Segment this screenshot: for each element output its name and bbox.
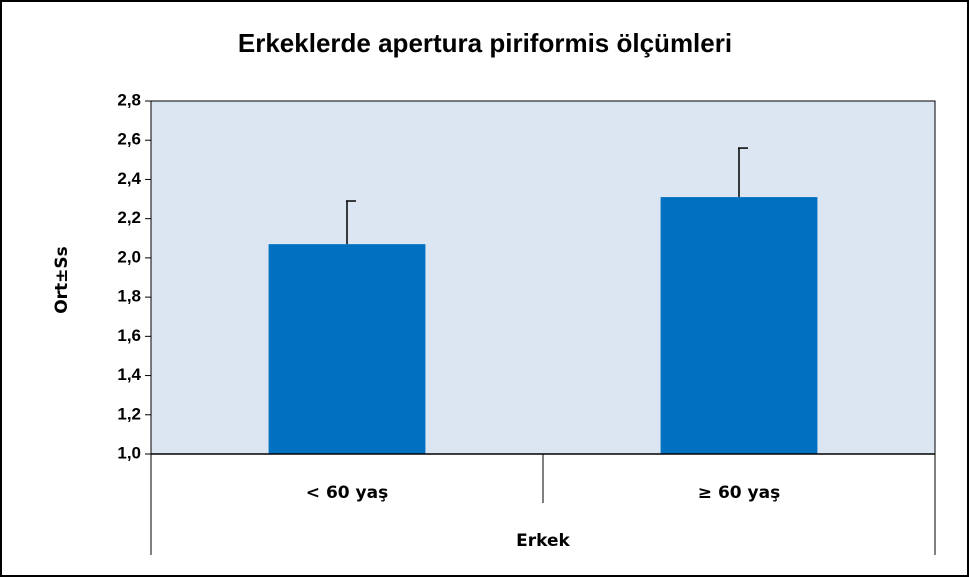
x-axis-label: Erkek (516, 531, 570, 551)
x-tick-label: < 60 yaş (306, 483, 388, 503)
y-axis-label: Ort±Ss (52, 246, 72, 314)
y-tick-label: 2,2 (117, 208, 141, 227)
y-tick-label: 1,0 (117, 443, 141, 462)
y-tick-label: 2,0 (117, 247, 141, 266)
y-tick-label: 1,8 (117, 287, 141, 306)
x-tick-label: ≥ 60 yaş (698, 483, 780, 503)
chart-title: Erkeklerde apertura piriformis ölçümleri (238, 28, 732, 58)
y-tick-label: 1,2 (117, 404, 141, 423)
bar (268, 244, 426, 454)
y-tick-label: 1,4 (117, 365, 141, 384)
y-tick-label: 2,4 (117, 169, 141, 188)
bar (660, 197, 818, 454)
y-tick-label: 2,8 (117, 90, 141, 109)
y-tick-label: 2,6 (117, 130, 141, 149)
y-tick-label: 1,6 (117, 326, 141, 345)
